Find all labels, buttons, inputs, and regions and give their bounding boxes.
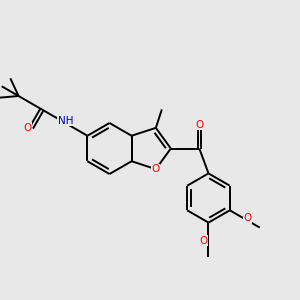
Text: O: O	[244, 213, 252, 223]
Text: O: O	[152, 164, 160, 174]
Text: O: O	[199, 236, 207, 246]
Text: O: O	[195, 119, 203, 130]
Text: O: O	[24, 123, 32, 133]
Text: NH: NH	[58, 116, 73, 126]
